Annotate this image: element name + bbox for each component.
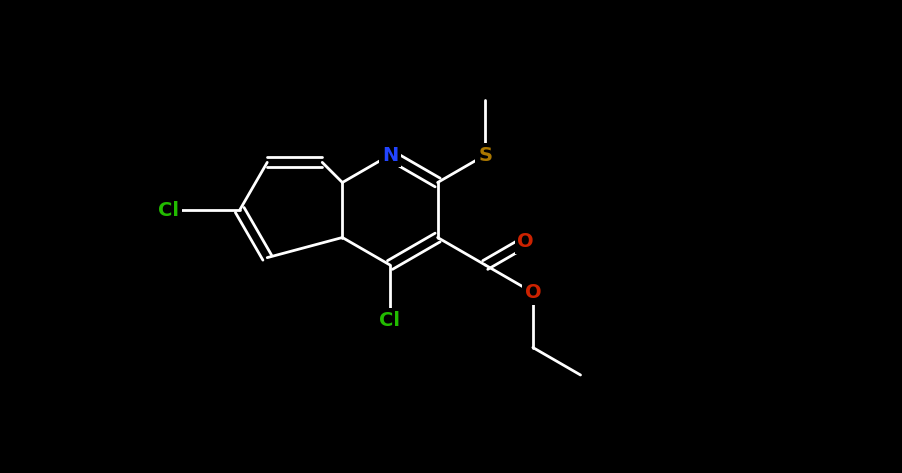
Text: O: O	[525, 283, 541, 302]
Text: Cl: Cl	[380, 310, 400, 330]
Text: O: O	[518, 232, 534, 251]
Text: N: N	[382, 146, 398, 165]
Text: S: S	[478, 146, 492, 165]
Text: Cl: Cl	[158, 201, 179, 219]
